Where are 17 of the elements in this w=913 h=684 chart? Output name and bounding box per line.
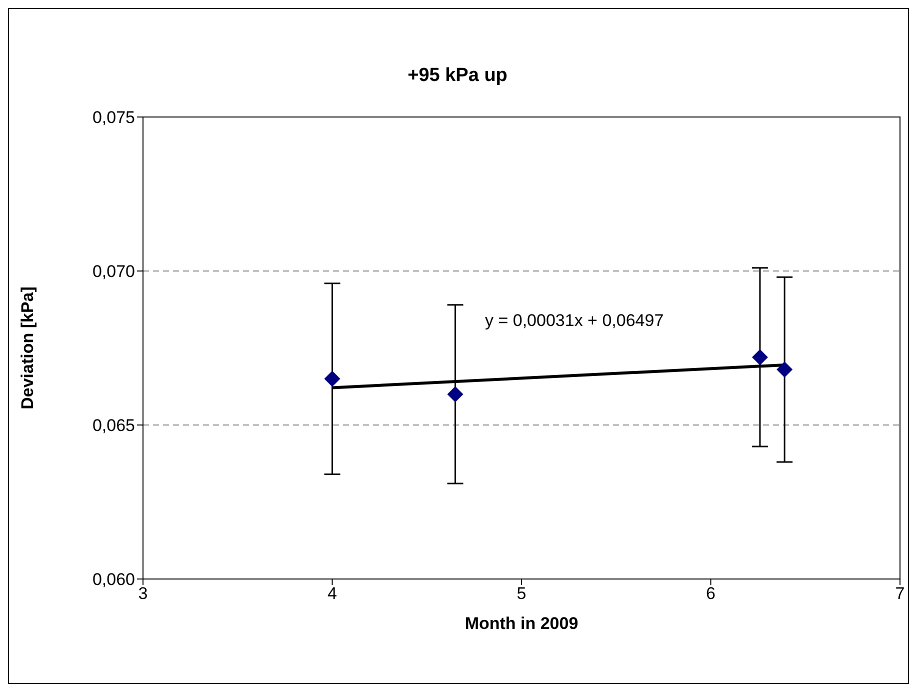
point — [752, 349, 768, 366]
chart-title: +95 kPa up — [406, 65, 508, 87]
x-tick-label: 3 — [138, 584, 148, 604]
point — [776, 362, 793, 378]
x-tick-label: 4 — [328, 584, 337, 604]
point — [324, 370, 340, 387]
annotation: y = 0,00031x + 0,06497 — [485, 311, 664, 331]
y-tick-label: 0,070 — [92, 262, 135, 282]
x-axis-title: Month in 2009 — [464, 614, 578, 634]
y-tick-label: 0,075 — [92, 108, 135, 128]
y-tick-label: 0,065 — [92, 416, 135, 436]
y-axis-title: Deviation [kPa] — [18, 286, 38, 410]
x-tick-label: 7 — [895, 584, 905, 604]
x-tick-label: 6 — [706, 584, 716, 604]
x-tick-label: 5 — [516, 584, 526, 604]
point — [447, 386, 464, 402]
y-tick-label: 0,060 — [92, 570, 135, 590]
